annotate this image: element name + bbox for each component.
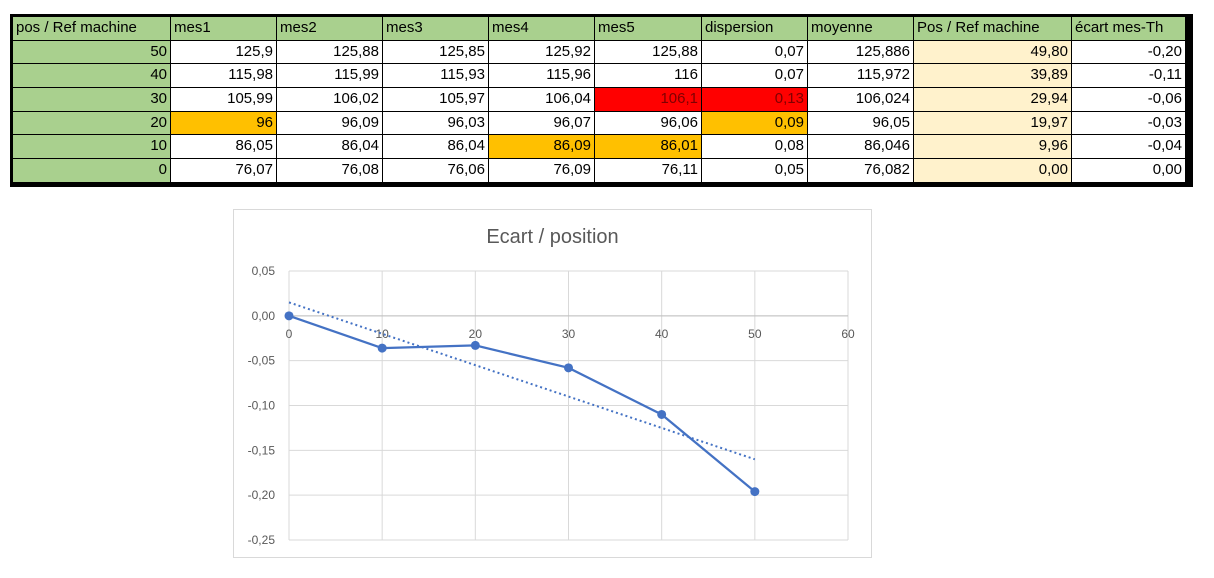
table-cell[interactable]: 115,99 bbox=[277, 64, 382, 88]
table-cell[interactable]: 76,08 bbox=[277, 159, 382, 182]
spreadsheet-table: pos / Ref machine mes1 mes2 mes3 mes4 mes5 dis… bbox=[10, 14, 1193, 187]
column-header[interactable]: mes3 bbox=[383, 17, 488, 40]
table-cell[interactable]: 125,88 bbox=[595, 40, 701, 64]
data-point bbox=[657, 409, 667, 419]
data-point bbox=[750, 487, 760, 497]
table-cell[interactable]: -0,06 bbox=[1072, 88, 1185, 111]
table-cell[interactable]: 86,04 bbox=[383, 135, 488, 159]
table-cell[interactable]: 86,09 bbox=[489, 135, 594, 159]
y-tick-label: 0,05 bbox=[252, 264, 276, 278]
table-cell[interactable]: 125,88 bbox=[277, 40, 382, 64]
table-cell[interactable]: 76,06 bbox=[383, 159, 488, 182]
table-cell[interactable]: 39,89 bbox=[914, 64, 1071, 88]
row-position-cell[interactable]: 0 bbox=[13, 159, 170, 182]
column-header[interactable]: Pos / Ref machine bbox=[914, 17, 1071, 40]
table-cell[interactable]: 76,07 bbox=[171, 159, 276, 182]
column-header[interactable]: mes4 bbox=[489, 17, 594, 40]
table-cell[interactable]: 105,97 bbox=[383, 88, 488, 111]
table-cell[interactable]: 106,04 bbox=[489, 88, 594, 111]
table-cell[interactable]: 0,07 bbox=[702, 64, 807, 88]
column-header[interactable]: moyenne bbox=[808, 17, 913, 40]
table-cell[interactable]: 0,05 bbox=[702, 159, 807, 182]
column-header[interactable]: écart mes-Th bbox=[1072, 17, 1185, 40]
table-grid: pos / Ref machine mes1 mes2 mes3 mes4 mes5 dis… bbox=[13, 17, 1190, 184]
table-cell[interactable]: 96,05 bbox=[808, 111, 913, 135]
y-tick-label: -0,05 bbox=[248, 354, 276, 368]
table-cell[interactable]: 0,08 bbox=[702, 135, 807, 159]
table-cell[interactable]: 76,11 bbox=[595, 159, 701, 182]
table-cell[interactable]: -0,03 bbox=[1072, 111, 1185, 135]
x-tick-label: 10 bbox=[375, 327, 389, 341]
table-cell[interactable]: 76,082 bbox=[808, 159, 913, 182]
table-cell[interactable]: 105,99 bbox=[171, 88, 276, 111]
row-position-cell[interactable]: 20 bbox=[13, 111, 170, 135]
table-cell[interactable]: 76,09 bbox=[489, 159, 594, 182]
row-position-cell[interactable]: 40 bbox=[13, 64, 170, 88]
table-cell[interactable]: 9,96 bbox=[914, 135, 1071, 159]
x-tick-label: 30 bbox=[562, 327, 576, 341]
x-tick-label: 50 bbox=[748, 327, 762, 341]
table-cell[interactable]: 125,85 bbox=[383, 40, 488, 64]
data-point bbox=[564, 363, 573, 373]
column-header[interactable]: mes1 bbox=[171, 17, 276, 40]
series-line bbox=[288, 314, 756, 493]
table-cell[interactable]: 0,00 bbox=[1072, 159, 1185, 182]
table-cell[interactable]: 106,024 bbox=[808, 88, 913, 111]
table-cell[interactable]: 49,80 bbox=[914, 40, 1071, 64]
trendline bbox=[288, 301, 756, 461]
table-cell[interactable]: 115,972 bbox=[808, 64, 913, 88]
table-cell[interactable]: 115,96 bbox=[489, 64, 594, 88]
table-cell[interactable]: 96,06 bbox=[595, 111, 701, 135]
table-cell[interactable]: 106,02 bbox=[277, 88, 382, 111]
data-point bbox=[284, 311, 294, 321]
column-header[interactable]: dispersion bbox=[702, 17, 807, 40]
table-cell[interactable]: 125,9 bbox=[171, 40, 276, 64]
x-tick-label: 40 bbox=[655, 327, 669, 341]
column-header[interactable]: mes2 bbox=[277, 17, 382, 40]
column-header[interactable]: mes5 bbox=[595, 17, 701, 40]
table-cell[interactable]: 0,00 bbox=[914, 159, 1071, 182]
y-tick-label: -0,25 bbox=[248, 533, 276, 547]
chart-plot: 0,05 0,00 -0,05 -0,10 -0,15 -0,20 -0,25 0 10 20 30… bbox=[248, 264, 855, 547]
y-tick-label: -0,20 bbox=[248, 488, 276, 502]
table-cell[interactable]: 125,92 bbox=[489, 40, 594, 64]
row-position-cell[interactable]: 50 bbox=[13, 40, 170, 64]
chart-area[interactable]: Ecart / position 0,05 0,00 -0,05 -0,10 -0,15… bbox=[233, 209, 872, 558]
table-cell[interactable]: 0,09 bbox=[702, 111, 807, 135]
column-header[interactable]: pos / Ref machine bbox=[13, 17, 170, 40]
table-cell[interactable]: 96,03 bbox=[383, 111, 488, 135]
table-cell[interactable]: 0,13 bbox=[702, 88, 807, 111]
table-cell[interactable]: 86,046 bbox=[808, 135, 913, 159]
table-cell[interactable]: 0,07 bbox=[702, 40, 807, 64]
table-cell[interactable]: 96,07 bbox=[489, 111, 594, 135]
y-tick-label: -0,15 bbox=[248, 443, 276, 457]
table-cell[interactable]: 115,93 bbox=[383, 64, 488, 88]
table-cell[interactable]: 106,1 bbox=[595, 88, 701, 111]
y-tick-label: 0,00 bbox=[252, 309, 276, 323]
table-cell[interactable]: 115,98 bbox=[171, 64, 276, 88]
table-cell[interactable]: 125,886 bbox=[808, 40, 913, 64]
table-cell[interactable]: -0,11 bbox=[1072, 64, 1185, 88]
table-cell[interactable]: 86,05 bbox=[171, 135, 276, 159]
table-cell[interactable]: 19,97 bbox=[914, 111, 1071, 135]
x-tick-label: 0 bbox=[286, 327, 293, 341]
table-cell[interactable]: 96,09 bbox=[277, 111, 382, 135]
chart-title: Ecart / position bbox=[486, 226, 619, 248]
x-tick-label: 60 bbox=[841, 327, 855, 341]
table-cell[interactable]: 86,01 bbox=[595, 135, 701, 159]
row-position-cell[interactable]: 10 bbox=[13, 135, 170, 159]
table-cell[interactable]: 86,04 bbox=[277, 135, 382, 159]
table-cell[interactable]: 96 bbox=[171, 111, 276, 135]
table-cell[interactable]: 116 bbox=[595, 64, 701, 88]
table-cell[interactable]: -0,20 bbox=[1072, 40, 1185, 64]
x-tick-label: 20 bbox=[469, 327, 483, 341]
table-cell[interactable]: 29,94 bbox=[914, 88, 1071, 111]
table-cell[interactable]: -0,04 bbox=[1072, 135, 1185, 159]
data-point bbox=[470, 340, 480, 350]
y-tick-label: -0,10 bbox=[248, 399, 276, 413]
row-position-cell[interactable]: 30 bbox=[13, 88, 170, 111]
data-point bbox=[377, 343, 387, 353]
